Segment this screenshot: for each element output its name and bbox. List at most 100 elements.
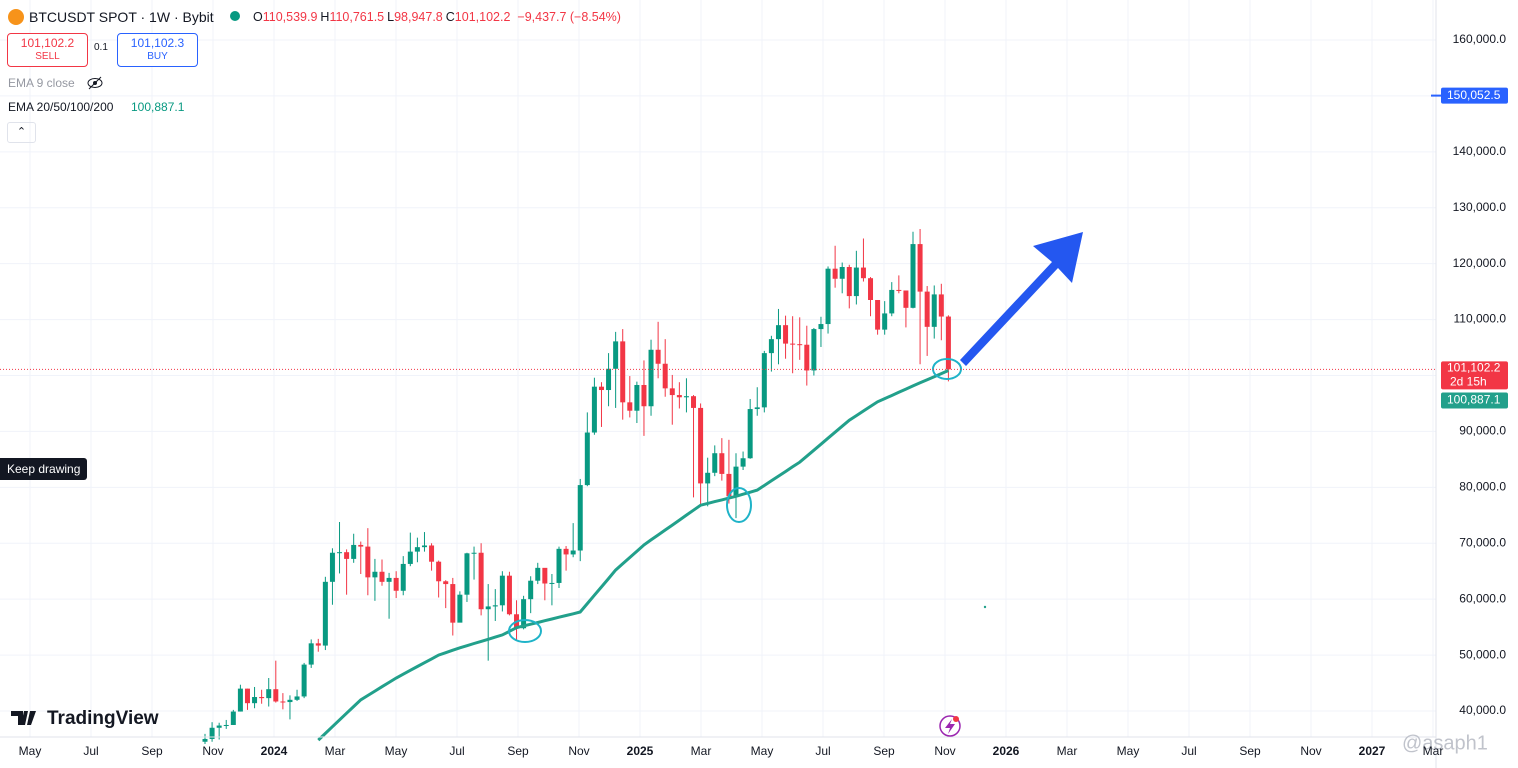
candle-body (436, 561, 442, 582)
tooltip: Keep drawing (0, 458, 88, 480)
x-tick-label: Jul (1181, 744, 1196, 758)
candle-body (839, 267, 845, 279)
y-tick-label: 80,000.0 (1459, 479, 1506, 493)
candle-body (535, 567, 541, 581)
indicator-name[interactable]: EMA 20/50/100/200 (8, 100, 114, 114)
ohlc-value: 98,947.8 (394, 10, 443, 24)
candle-body (754, 407, 760, 410)
hidden-eye-icon[interactable] (86, 76, 104, 90)
candle-body (301, 664, 307, 697)
ohlc-prefix: C (445, 10, 455, 24)
candle-body (917, 244, 923, 292)
collapse-button[interactable]: ⌃ (7, 122, 36, 143)
x-tick-label: Jul (815, 744, 830, 758)
ohlc-value: 110,539.9 (262, 10, 318, 24)
candle-body (244, 688, 250, 704)
candle-body (591, 386, 597, 433)
candle-body (683, 396, 689, 398)
candle-body (556, 548, 562, 583)
candle-body (606, 368, 612, 391)
candle-body (740, 458, 746, 467)
candle-body (294, 696, 300, 700)
candle-body (797, 344, 803, 346)
candle-body (287, 699, 293, 703)
candle-body (237, 688, 243, 712)
coin-icon (8, 9, 24, 25)
change: −9,437.7 (−8.54%) (517, 10, 621, 24)
candle-body (613, 341, 619, 369)
candle-body (379, 571, 385, 582)
dot (983, 605, 987, 609)
y-tick-label: 60,000.0 (1459, 591, 1506, 605)
candle-body (266, 689, 272, 699)
candle-body (669, 388, 675, 396)
candle-body (790, 343, 796, 345)
candle-body (506, 575, 512, 615)
candle-body (308, 643, 314, 665)
y-tick-label: 120,000.0 (1453, 256, 1507, 270)
x-tick-label: Sep (507, 744, 529, 758)
candle-body (676, 395, 682, 398)
buy-label: BUY (147, 51, 168, 62)
candle-body (372, 571, 378, 578)
ohlc-legend: O110,539.9 H110,761.5 L98,947.8 C101,102.2−… (253, 10, 621, 24)
candle-body (832, 268, 838, 279)
logo-text: TradingView (47, 708, 159, 729)
candle-body (315, 643, 321, 646)
candle-body (344, 552, 350, 559)
candle-body (577, 485, 583, 551)
indicator-name[interactable]: EMA 9 close (8, 76, 75, 90)
candle-body (938, 294, 944, 317)
sell-price: 101,102.2 (20, 36, 75, 50)
candle-body (209, 727, 215, 739)
x-tick-label: Mar (1423, 744, 1444, 758)
candle-body (549, 582, 555, 584)
candle-body (273, 689, 279, 702)
candle-body (705, 472, 711, 484)
x-tick-label: 2026 (993, 744, 1020, 758)
last-price-box (1441, 361, 1508, 390)
buy-button[interactable]: 101,102.3 BUY (117, 33, 198, 67)
candle-body (598, 386, 604, 391)
candle-body (365, 546, 371, 578)
candle-body (662, 363, 668, 389)
candle-body (584, 432, 590, 486)
logo-icon (11, 711, 36, 725)
candle-body (811, 329, 817, 371)
candle-body (853, 267, 859, 297)
candle-body (747, 409, 753, 459)
x-tick-label: Mar (325, 744, 346, 758)
candle-body (931, 294, 937, 327)
candle-body (386, 577, 392, 582)
candle-body (521, 599, 527, 629)
candle-body (804, 344, 810, 371)
candle-body (216, 725, 222, 728)
ohlc-prefix: O (253, 10, 263, 24)
candle-body (924, 291, 930, 327)
x-tick-label: Nov (934, 744, 955, 758)
candle-body (393, 577, 399, 591)
watermark: @asaph1 (1402, 732, 1488, 754)
candle-body (563, 548, 569, 555)
candle-body (620, 341, 626, 403)
ema-value-box (1441, 392, 1508, 409)
alert-label: 150,052.5 (1447, 88, 1501, 102)
spread: 0.1 (94, 42, 108, 53)
candle-body (485, 606, 491, 610)
candle-body (875, 300, 881, 330)
candle-body (889, 289, 895, 314)
y-tick-label: 130,000.0 (1453, 200, 1507, 214)
candle-body (351, 544, 357, 559)
candle-body (818, 324, 824, 330)
candle-body (492, 605, 498, 607)
candle-body (429, 545, 435, 562)
candle-body (860, 267, 866, 279)
candle-body (719, 453, 725, 474)
candle-body (457, 594, 463, 623)
y-tick-label: 70,000.0 (1459, 535, 1506, 549)
sell-button[interactable]: 101,102.2 SELL (7, 33, 88, 67)
candle-body (528, 580, 534, 600)
y-tick-label: 140,000.0 (1453, 144, 1507, 158)
candle-body (322, 581, 328, 646)
